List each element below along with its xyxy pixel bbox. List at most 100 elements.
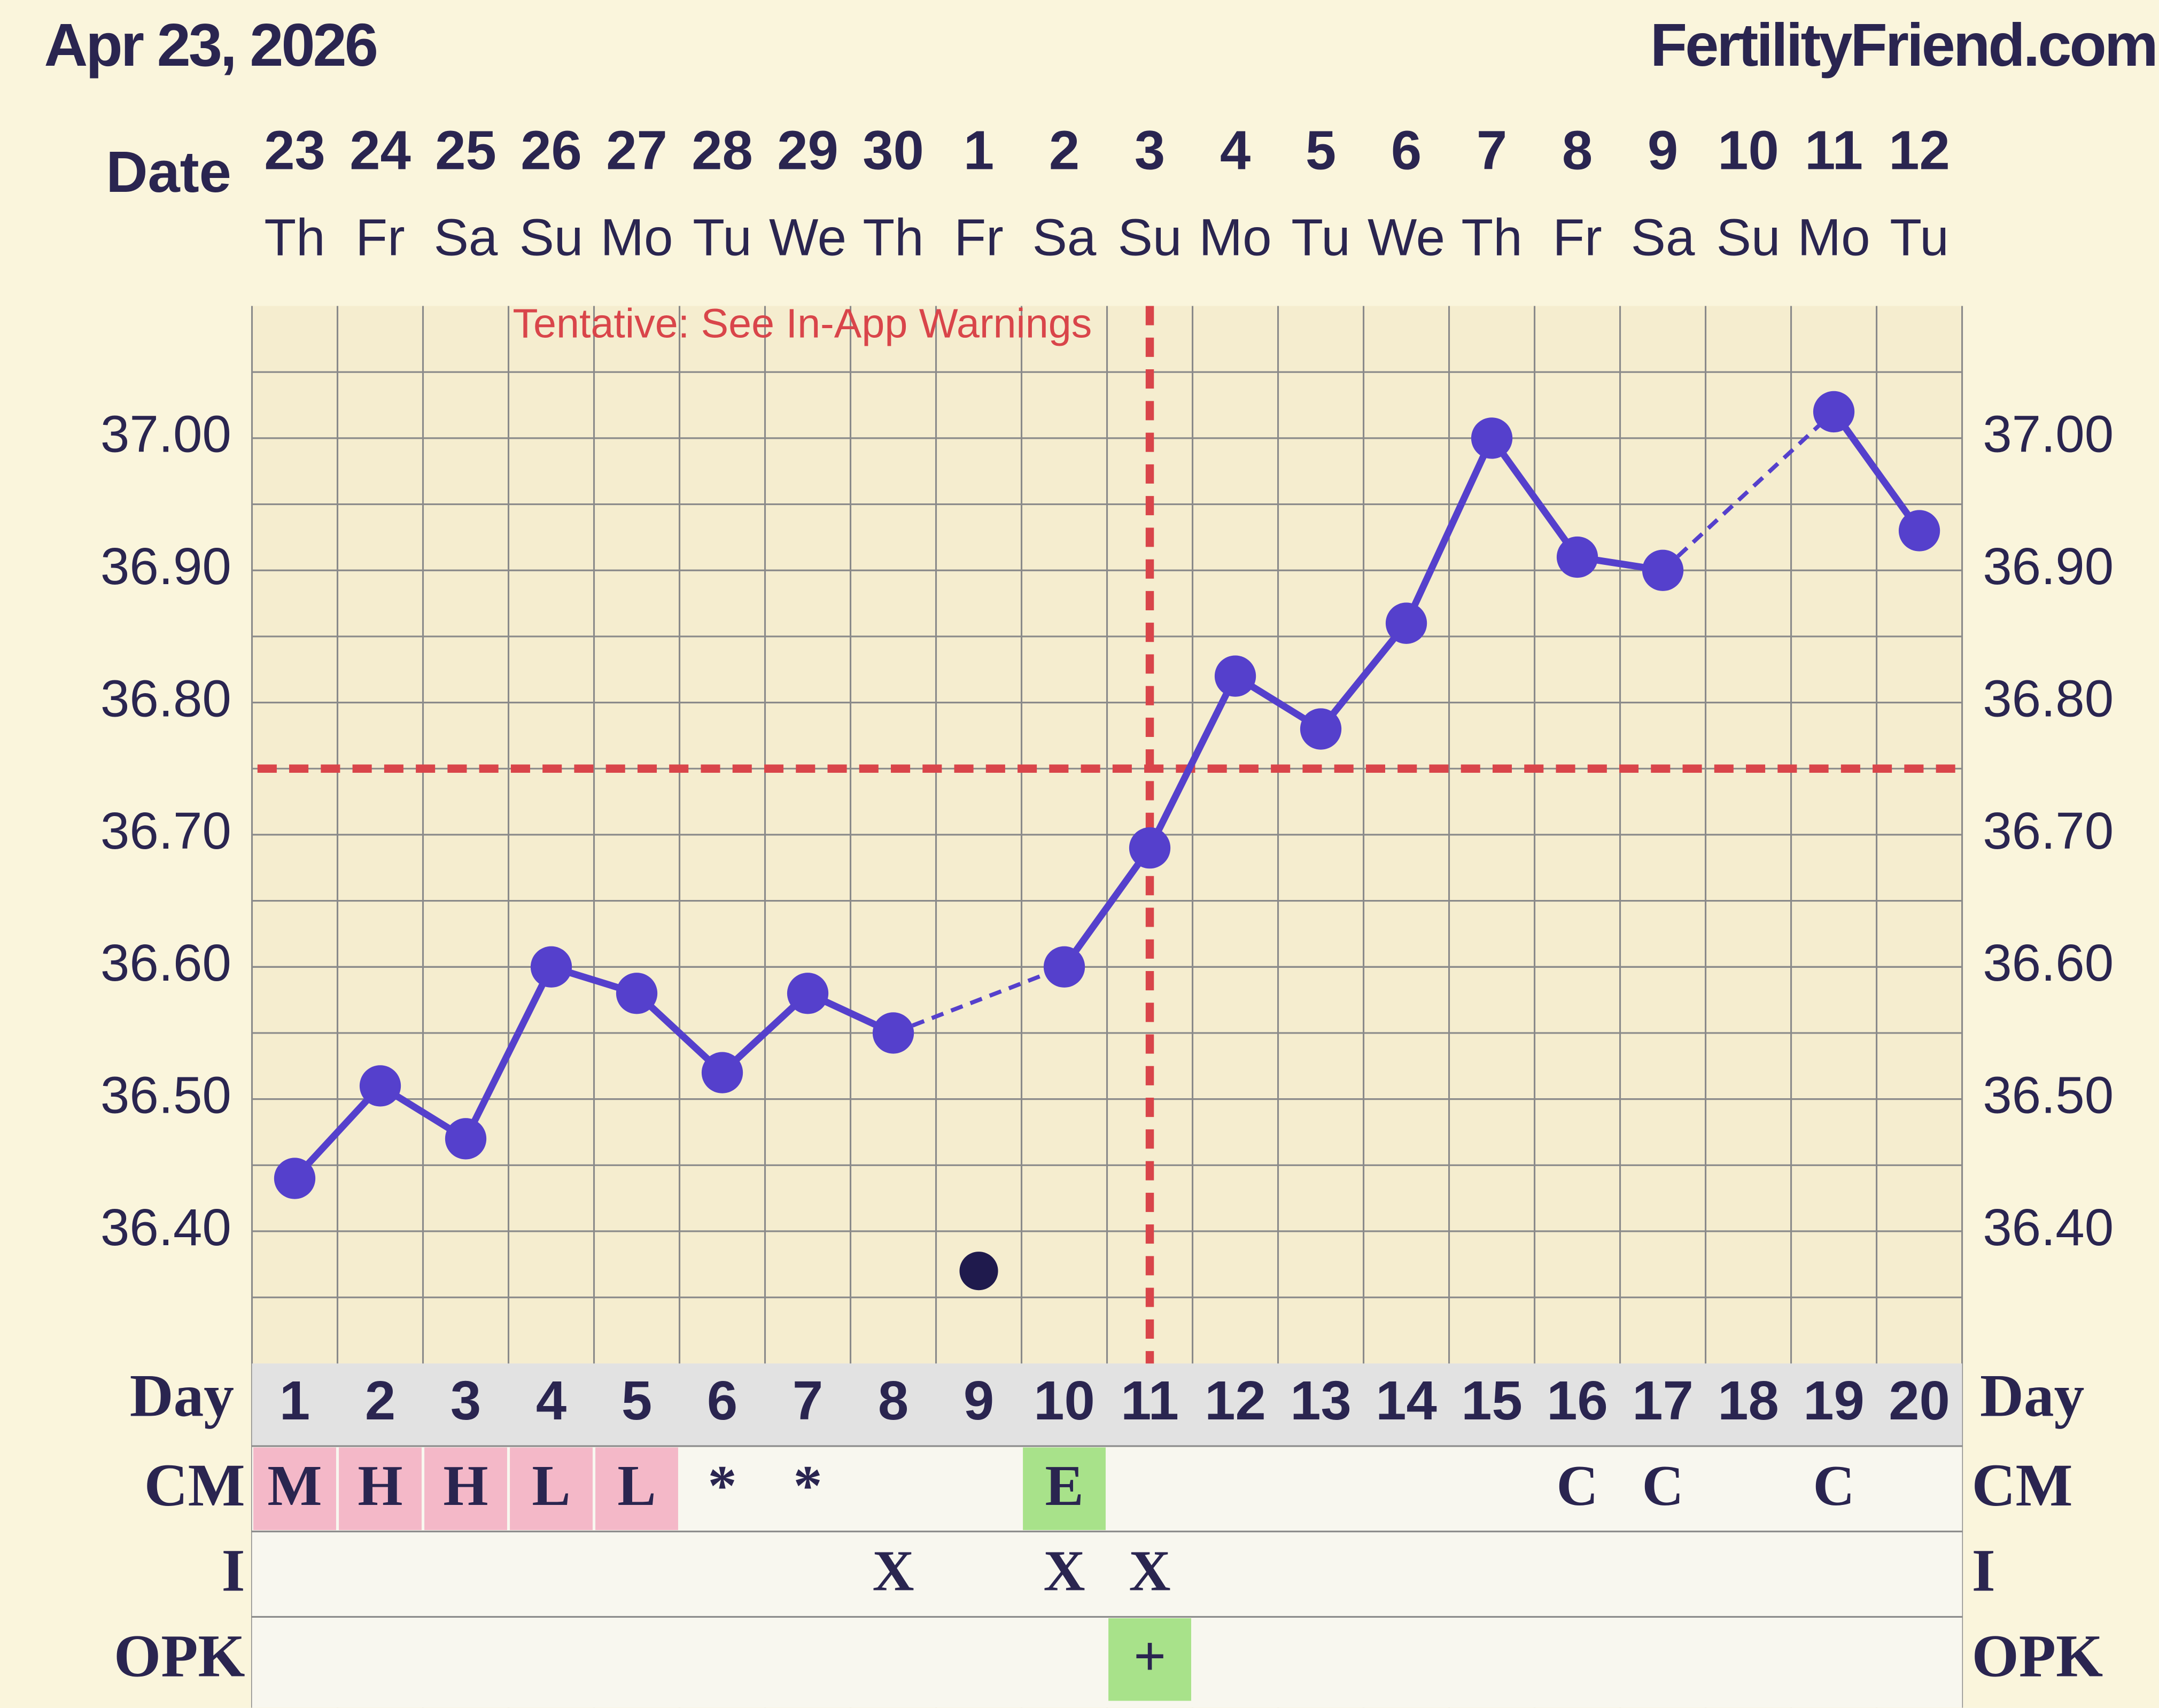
temp-line — [1403, 437, 1495, 625]
cell-highlight — [1023, 1447, 1106, 1531]
weekday: Mo — [1798, 207, 1870, 266]
day-number: 10 — [1034, 1370, 1095, 1431]
cell-value: E — [1045, 1454, 1083, 1518]
day-number: 3 — [451, 1370, 481, 1431]
site-name: FertilityFriend.com — [1650, 11, 2156, 79]
temp-point — [1556, 536, 1598, 578]
weekday: Tu — [693, 207, 752, 266]
cell-value: * — [793, 1454, 822, 1518]
cell-value: X — [872, 1540, 914, 1603]
temp-point — [530, 946, 572, 988]
weekday: Th — [1461, 207, 1522, 266]
day-number: 4 — [536, 1370, 566, 1431]
cell-value: * — [708, 1454, 736, 1518]
weekday: Mo — [1199, 207, 1272, 266]
date: 1 — [964, 119, 994, 181]
day-row — [252, 1363, 1962, 1446]
day-number: 15 — [1461, 1370, 1523, 1431]
cell-highlight — [1108, 1618, 1191, 1701]
cell-value: C — [1556, 1454, 1598, 1518]
weekday: Sa — [1032, 207, 1097, 266]
date: 12 — [1889, 119, 1950, 181]
day-number: 11 — [1121, 1370, 1179, 1431]
cell-highlight — [595, 1447, 678, 1531]
weekday: Su — [519, 207, 584, 266]
day-number: 16 — [1547, 1370, 1608, 1431]
date: 9 — [1648, 119, 1678, 181]
y-tick-label-right: 36.60 — [1983, 933, 2114, 992]
date: 24 — [350, 119, 411, 181]
day-number: 6 — [707, 1370, 737, 1431]
temp-gap-line — [892, 965, 1065, 1035]
cell-value: L — [617, 1454, 656, 1518]
temp-point — [1043, 946, 1085, 988]
cell-value: + — [1133, 1625, 1167, 1688]
row-label: I — [221, 1537, 245, 1604]
weekday: We — [769, 207, 846, 266]
temp-line — [462, 965, 555, 1140]
temp-point — [616, 973, 658, 1014]
cell-value: L — [532, 1454, 570, 1518]
data-rows — [252, 1446, 1962, 1708]
temp-point — [787, 973, 829, 1014]
weekday: Fr — [954, 207, 1003, 266]
cell-value: C — [1642, 1454, 1683, 1518]
day-number: 12 — [1205, 1370, 1266, 1431]
temp-point — [1300, 708, 1342, 750]
weekday: We — [1368, 207, 1445, 266]
date: 29 — [777, 119, 838, 181]
date: 30 — [863, 119, 924, 181]
day-label-right: Day — [1980, 1362, 2084, 1429]
row-label-right: I — [1972, 1537, 1995, 1604]
row-label-right: CM — [1972, 1451, 2073, 1519]
y-tick-label-right: 37.00 — [1983, 405, 2114, 463]
date: 26 — [521, 119, 582, 181]
row-label-right: OPK — [1972, 1622, 2103, 1689]
day-number: 8 — [878, 1370, 908, 1431]
y-tick-label-right: 36.70 — [1983, 801, 2114, 860]
date: 8 — [1562, 119, 1593, 181]
temp-point — [1129, 827, 1171, 869]
weekday: Mo — [601, 207, 673, 266]
cell-value: X — [1129, 1540, 1170, 1603]
date: 28 — [692, 119, 753, 181]
y-tick-label-right: 36.80 — [1983, 669, 2114, 727]
y-tick-label: 36.40 — [100, 1198, 231, 1256]
weekday: Tu — [1291, 207, 1350, 266]
cell-value: M — [267, 1454, 322, 1518]
y-tick-label-right: 36.40 — [1983, 1198, 2114, 1256]
temp-point — [701, 1052, 743, 1093]
weekday: Su — [1717, 207, 1781, 266]
day-number: 13 — [1290, 1370, 1352, 1431]
temp-point — [1214, 655, 1256, 697]
weekday: Su — [1118, 207, 1182, 266]
temp-point — [274, 1158, 316, 1199]
date: 23 — [264, 119, 325, 181]
temp-line — [1061, 845, 1153, 969]
temp-line — [1318, 621, 1409, 732]
date: 10 — [1718, 119, 1779, 181]
day-number: 7 — [793, 1370, 823, 1431]
temp-point — [1813, 391, 1855, 433]
weekday: Sa — [1631, 207, 1695, 266]
day-number: 2 — [365, 1370, 395, 1431]
temp-line — [1831, 409, 1922, 533]
y-tick-label: 36.60 — [100, 933, 231, 992]
temp-point — [1471, 417, 1513, 459]
temp-line — [292, 1083, 383, 1181]
temp-point — [1385, 602, 1427, 644]
annotation: Tentative: See In-App Warnings — [512, 301, 1092, 347]
date-label: Date — [106, 139, 231, 204]
y-tick-label-right: 36.50 — [1983, 1065, 2114, 1124]
y-tick-label: 37.00 — [100, 405, 231, 463]
temp-point — [1642, 549, 1684, 591]
day-number: 1 — [279, 1370, 310, 1431]
temp-point — [1898, 510, 1940, 552]
day-number: 17 — [1632, 1370, 1694, 1431]
temp-point — [445, 1118, 487, 1160]
cell-highlight — [253, 1447, 336, 1531]
cell-value: H — [358, 1454, 402, 1518]
y-tick-label-right: 36.90 — [1983, 537, 2114, 595]
cell-highlight — [339, 1447, 422, 1531]
temp-point — [359, 1065, 401, 1107]
